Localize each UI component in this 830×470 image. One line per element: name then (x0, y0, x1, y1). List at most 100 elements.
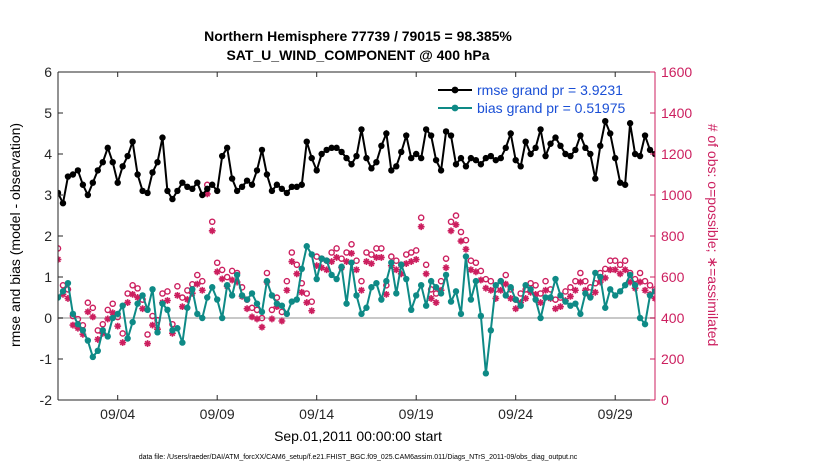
y-left-tick-label: -2 (40, 392, 53, 408)
bias-point (124, 335, 131, 342)
bias-point (268, 292, 276, 299)
obs-assimilated-marker (442, 264, 450, 272)
bias-point (164, 306, 171, 313)
bias-point (238, 292, 246, 299)
obs-possible-marker (651, 286, 655, 293)
chart-title-line2: SAT_U_WIND_COMPONENT @ 400 hPa (226, 47, 489, 63)
obs-assimilated-marker (198, 286, 206, 294)
bias-point (174, 325, 181, 332)
rmse-point (308, 154, 315, 162)
legend-box (430, 80, 642, 118)
rmse-point (612, 154, 619, 162)
rmse-point (626, 120, 634, 127)
rmse-point (602, 118, 609, 125)
bias-point (378, 296, 385, 303)
obs-assimilated-marker (611, 266, 619, 274)
bias-point (502, 292, 509, 299)
bias-point (233, 271, 241, 279)
obs-possible-marker (562, 288, 569, 295)
obs-assimilated-marker (621, 266, 629, 274)
rmse-point (348, 161, 355, 168)
obs-assimilated-marker (208, 227, 216, 235)
rmse-point (233, 187, 241, 195)
bias-point (253, 300, 261, 307)
rmse-point (363, 154, 370, 162)
obs-possible-marker (213, 259, 221, 267)
bias-point (467, 296, 475, 303)
bias-point (472, 277, 480, 285)
bias-point (497, 277, 504, 285)
obs-assimilated-marker (114, 322, 122, 330)
bias-point (99, 327, 106, 334)
obs-assimilated-marker (268, 315, 276, 323)
rmse-point (572, 146, 579, 154)
obs-possible-marker (164, 288, 171, 295)
obs-assimilated-marker (626, 278, 634, 286)
obs-assimilated-marker (482, 284, 490, 292)
rmse-point (194, 179, 201, 186)
bias-point (89, 353, 97, 361)
obs-possible-marker (462, 236, 470, 244)
rmse-point (253, 167, 261, 174)
obs-assimilated-marker (467, 266, 475, 274)
rmse-point (577, 132, 584, 139)
rmse-point (388, 167, 395, 174)
obs-possible-marker (368, 251, 375, 258)
obs-assimilated-marker (616, 270, 624, 278)
obs-possible-marker (378, 245, 385, 252)
obs-assimilated-marker (84, 308, 92, 316)
bias-point (572, 300, 579, 307)
bias-point (477, 312, 485, 320)
bias-point (567, 302, 574, 309)
rmse-point (358, 126, 365, 133)
obs-possible-marker (208, 218, 216, 226)
bias-point (218, 314, 226, 322)
obs-assimilated-marker (368, 260, 375, 267)
obs-possible-marker (89, 304, 97, 312)
rmse-point (417, 154, 425, 162)
bias-point (223, 282, 231, 289)
rmse-point (621, 181, 629, 188)
bias-point (587, 294, 594, 301)
bias-point (532, 296, 539, 303)
obs-assimilated-marker (447, 227, 455, 235)
obs-assimilated-marker (557, 303, 564, 311)
obs-assimilated-marker (392, 266, 400, 274)
bias-point (592, 269, 599, 277)
bias-point (353, 292, 360, 299)
rmse-point (134, 171, 141, 178)
bias-point (338, 263, 345, 270)
obs-assimilated-marker (104, 315, 112, 323)
bias-point (104, 333, 111, 340)
bias-point (139, 292, 146, 299)
obs-possible-marker (134, 285, 141, 292)
obs-assimilated-marker (129, 290, 137, 298)
rmse-point (537, 126, 544, 133)
bias-point (184, 304, 191, 311)
rmse-point (557, 142, 564, 149)
bias-point (293, 296, 300, 303)
bias-point (487, 327, 495, 334)
obs-assimilated-marker (497, 286, 505, 294)
rmse-point (283, 189, 291, 197)
bias-point (228, 292, 236, 299)
rmse-point (467, 154, 475, 162)
rmse-point (243, 177, 251, 184)
obs-possible-marker (258, 314, 266, 322)
obs-assimilated-marker (343, 258, 350, 265)
bias-point (522, 282, 529, 289)
y-right-tick-label: 1200 (661, 146, 692, 162)
obs-assimilated-marker (218, 275, 226, 283)
obs-possible-marker (412, 247, 420, 254)
bias-point (492, 282, 499, 289)
obs-assimilated-marker (144, 340, 151, 347)
rmse-point (89, 179, 97, 186)
bias-point (607, 286, 614, 293)
obs-possible-marker (577, 269, 584, 277)
bias-point (333, 275, 340, 283)
rmse-point (437, 167, 445, 174)
obs-possible-marker (457, 228, 465, 236)
bias-point (134, 300, 141, 307)
legend-bias-label: bias grand pr = 0.51975 (477, 100, 625, 116)
obs-assimilated-marker (522, 295, 530, 302)
